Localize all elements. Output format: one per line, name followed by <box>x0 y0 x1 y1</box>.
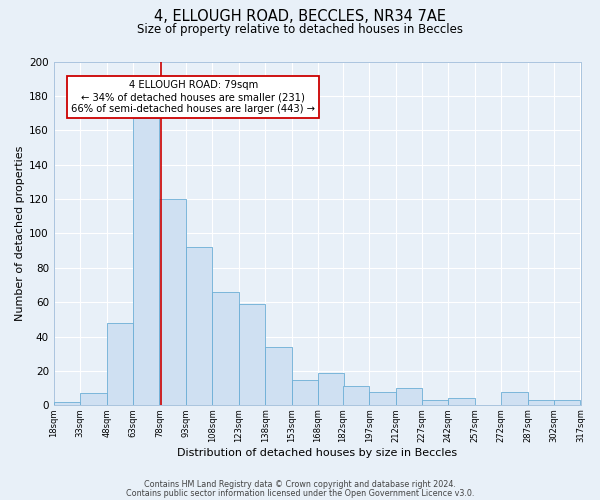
Bar <box>54 402 80 406</box>
Bar <box>395 388 422 406</box>
Bar <box>318 372 344 406</box>
Bar <box>265 347 292 406</box>
Bar <box>212 292 239 406</box>
Text: 4 ELLOUGH ROAD: 79sqm
← 34% of detached houses are smaller (231)
66% of semi-det: 4 ELLOUGH ROAD: 79sqm ← 34% of detached … <box>71 80 316 114</box>
Bar <box>107 323 133 406</box>
Bar <box>527 400 554 406</box>
Bar <box>448 398 475 406</box>
Bar <box>369 392 395 406</box>
Bar <box>186 247 212 406</box>
Bar <box>239 304 265 406</box>
Y-axis label: Number of detached properties: Number of detached properties <box>15 146 25 321</box>
Bar <box>343 386 369 406</box>
Bar <box>501 392 527 406</box>
Text: Contains public sector information licensed under the Open Government Licence v3: Contains public sector information licen… <box>126 488 474 498</box>
Bar <box>160 199 186 406</box>
Bar <box>422 400 448 406</box>
X-axis label: Distribution of detached houses by size in Beccles: Distribution of detached houses by size … <box>177 448 457 458</box>
Text: 4, ELLOUGH ROAD, BECCLES, NR34 7AE: 4, ELLOUGH ROAD, BECCLES, NR34 7AE <box>154 9 446 24</box>
Bar <box>554 400 580 406</box>
Text: Contains HM Land Registry data © Crown copyright and database right 2024.: Contains HM Land Registry data © Crown c… <box>144 480 456 489</box>
Text: Size of property relative to detached houses in Beccles: Size of property relative to detached ho… <box>137 22 463 36</box>
Bar <box>292 380 318 406</box>
Bar <box>133 118 160 406</box>
Bar <box>80 394 107 406</box>
